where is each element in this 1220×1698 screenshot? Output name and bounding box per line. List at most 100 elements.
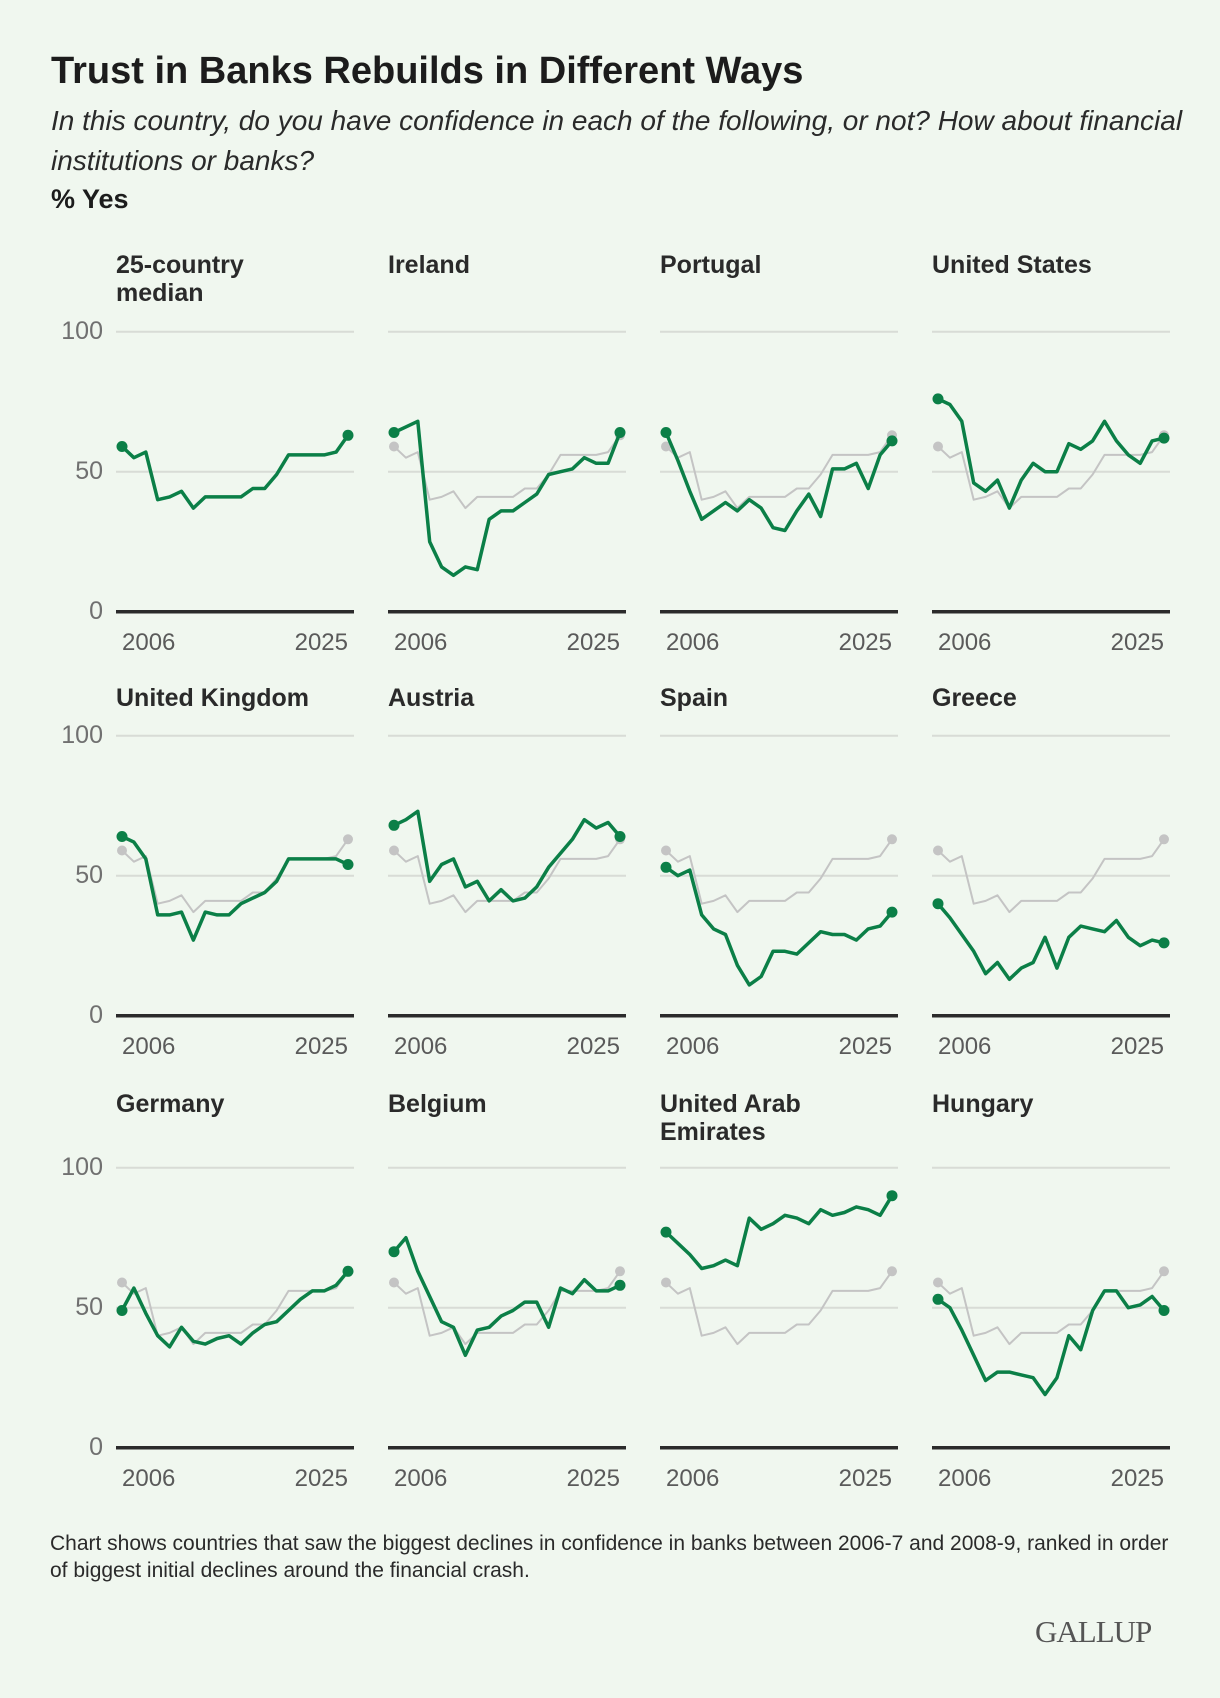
end-point [614,427,626,438]
panel-title: median [116,279,204,307]
x-tick-label: 2025 [1110,1464,1164,1492]
start-point [660,427,672,438]
median-end-point [615,1266,625,1277]
start-point [932,393,944,405]
chart-subtitle: In this country, do you have confidence … [51,105,1183,176]
x-tick-label: 2006 [122,1032,176,1060]
country-line [393,809,622,903]
start-point [660,1226,672,1238]
y-tick-label: 100 [61,720,103,749]
median-end-point [887,1266,897,1277]
end-point [342,429,354,441]
footnote: Chart shows countries that saw the bigge… [50,1532,1169,1582]
panel-title: Austria [388,684,475,712]
median-end-point [343,834,353,845]
y-tick-label: 50 [75,1292,103,1321]
median-start-point [661,845,671,856]
x-tick-label: 2006 [666,1464,720,1492]
x-tick-label: 2025 [838,1464,892,1492]
start-point [388,1246,400,1258]
x-tick-label: 2025 [1110,628,1164,656]
country-line [664,865,894,987]
start-point [116,831,128,842]
x-tick-label: 2006 [938,1464,992,1492]
country-line [664,431,894,533]
start-point [116,1305,128,1316]
median-end-point [1159,1266,1169,1277]
x-tick-label: 2025 [838,628,892,656]
x-tick-label: 2006 [394,628,448,656]
panel-title: Hungary [932,1090,1034,1118]
x-tick-label: 2025 [566,1464,620,1492]
x-tick-label: 2006 [394,1464,448,1492]
start-point [388,427,400,438]
median-reference-line [665,838,893,914]
median-end-point [887,834,897,845]
x-tick-label: 2006 [394,1032,448,1060]
x-tick-label: 2025 [838,1032,892,1060]
x-tick-label: 2006 [938,1032,992,1060]
country-line [936,902,1165,982]
y-tick-label: 100 [61,316,103,345]
panel-title: United Arab [660,1090,801,1118]
y-tick-label: 100 [61,1152,103,1181]
median-start-point [389,441,399,452]
x-tick-label: 2025 [294,1464,348,1492]
median-reference-line [665,1270,893,1346]
country-line [936,1289,1166,1397]
median-reference-line [393,1270,621,1346]
country-line [120,1270,350,1349]
x-tick-label: 2006 [938,628,992,656]
start-point [932,1293,944,1305]
x-tick-label: 2006 [122,1464,176,1492]
end-point [342,859,354,870]
median-reference-line [393,838,621,914]
median-start-point [661,441,671,452]
end-point [886,1190,898,1202]
end-point [614,831,626,842]
end-point [886,906,898,918]
panel-title: Greece [932,684,1017,712]
y-tick-label: 0 [89,596,103,625]
country-line [937,397,1165,510]
x-tick-label: 2006 [666,1032,720,1060]
country-line [120,434,350,510]
start-point [932,898,944,910]
median-start-point [389,845,399,856]
median-start-point [661,1277,671,1288]
x-tick-label: 2006 [122,628,176,656]
end-point [886,435,898,447]
median-end-point [1159,834,1169,845]
x-tick-label: 2025 [294,628,348,656]
y-tick-label: 0 [89,1432,103,1461]
median-reference-line [665,434,893,510]
country-line [392,1235,621,1358]
panel-title: Ireland [388,251,470,279]
panel-title: Spain [660,684,729,712]
median-start-point [933,1277,943,1288]
y-tick-label: 0 [89,1000,103,1029]
country-line [121,834,349,942]
end-point [1158,937,1170,949]
start-point [660,861,672,873]
x-tick-label: 2025 [294,1032,348,1060]
median-start-point [933,845,943,856]
country-line [393,419,622,578]
median-start-point [389,1277,399,1288]
median-start-point [117,845,127,856]
end-point [1158,1305,1170,1316]
median-reference-line [393,434,621,510]
median-start-point [933,441,943,452]
median-reference-line [937,838,1165,914]
x-tick-label: 2025 [566,1032,620,1060]
panel-title: Portugal [660,251,762,279]
x-tick-label: 2025 [566,628,620,656]
panel-title: 25-country [116,251,244,279]
median-reference-line [937,1270,1165,1346]
y-tick-label: 50 [75,456,103,485]
panel-title: Belgium [388,1090,487,1118]
x-tick-label: 2006 [666,628,720,656]
end-point [1158,432,1170,444]
panel-title: Germany [116,1090,225,1118]
